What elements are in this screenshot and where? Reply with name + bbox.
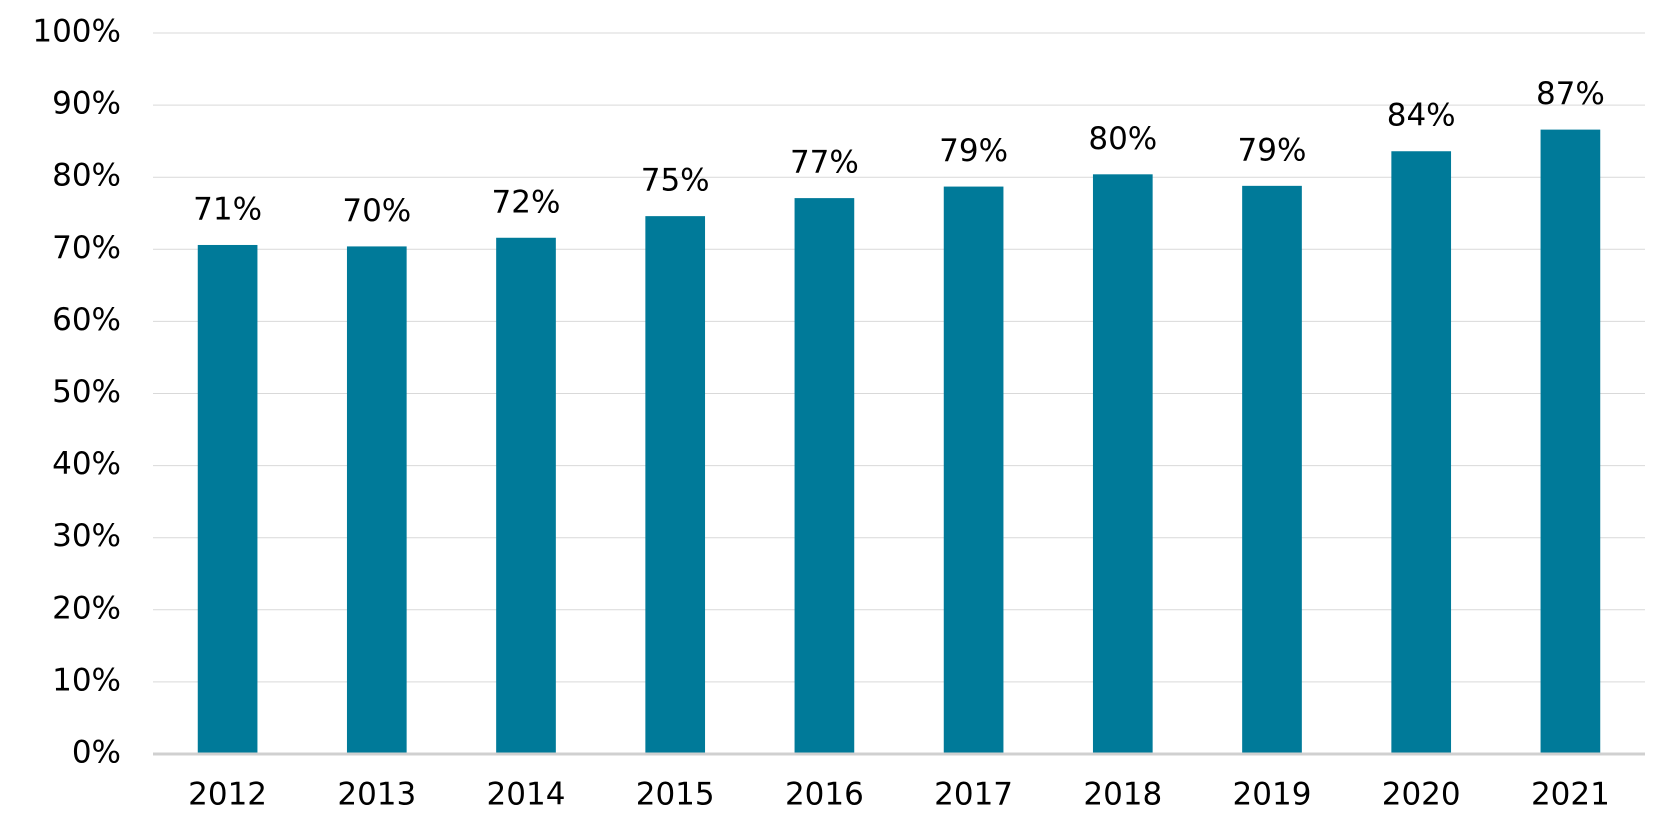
x-tick-label: 2018 (1083, 777, 1162, 813)
bar (346, 246, 407, 754)
y-tick-label: 50% (52, 374, 121, 410)
bar (645, 216, 706, 754)
data-label: 80% (1088, 121, 1157, 157)
data-label: 71% (193, 191, 262, 227)
x-tick-label: 2014 (487, 777, 566, 813)
data-label: 87% (1536, 76, 1605, 112)
y-tick-label: 0% (72, 735, 121, 771)
bar (1092, 174, 1153, 755)
bar (1391, 151, 1452, 754)
bar (794, 198, 855, 754)
data-label: 84% (1387, 98, 1456, 134)
data-label: 75% (641, 163, 710, 199)
bar (496, 237, 556, 754)
data-label: 72% (492, 184, 561, 220)
bar (197, 244, 258, 754)
y-tick-label: 40% (52, 446, 121, 482)
bar (943, 186, 1004, 754)
y-tick-label: 60% (52, 302, 121, 338)
data-label: 79% (939, 133, 1008, 169)
y-tick-label: 30% (52, 518, 121, 554)
y-tick-label: 20% (52, 590, 121, 626)
x-tick-label: 2012 (188, 777, 267, 813)
x-tick-label: 2019 (1233, 777, 1312, 813)
bar (1242, 185, 1302, 755)
x-tick-label: 2016 (785, 777, 864, 813)
x-tick-label: 2013 (337, 777, 416, 813)
bar (1540, 129, 1601, 754)
y-tick-label: 10% (52, 662, 121, 698)
data-label: 77% (790, 145, 859, 181)
y-tick-label: 70% (52, 230, 121, 266)
x-tick-label: 2021 (1531, 777, 1610, 813)
data-label: 79% (1238, 132, 1307, 168)
y-tick-label: 100% (32, 14, 121, 50)
y-tick-label: 80% (52, 158, 121, 194)
x-tick-label: 2015 (636, 777, 715, 813)
data-label: 70% (342, 193, 411, 229)
y-tick-label: 90% (52, 86, 121, 122)
x-tick-label: 2020 (1382, 777, 1461, 813)
x-tick-label: 2017 (934, 777, 1013, 813)
